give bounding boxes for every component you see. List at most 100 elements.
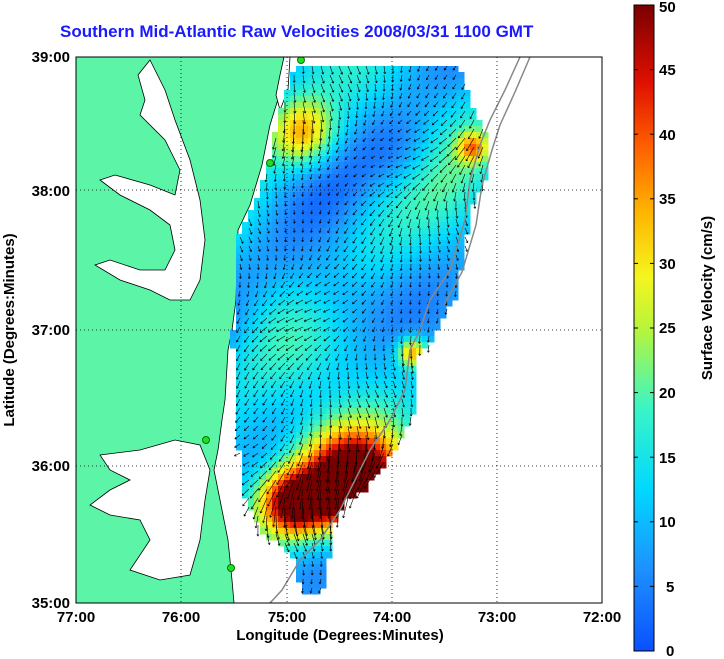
velocity-cell [326, 126, 333, 133]
velocity-cell [422, 192, 429, 199]
velocity-arrow [292, 245, 296, 252]
velocity-cell [368, 468, 375, 475]
velocity-cell [404, 312, 411, 319]
velocity-cell [482, 162, 489, 169]
velocity-cell [290, 204, 297, 211]
velocity-cell [332, 228, 339, 235]
velocity-cell [338, 144, 345, 151]
velocity-cell [302, 270, 309, 277]
velocity-cell [422, 294, 429, 301]
velocity-cell [242, 228, 249, 235]
velocity-cell [392, 294, 399, 301]
velocity-cell [362, 138, 369, 145]
velocity-cell [326, 498, 333, 505]
velocity-cell [428, 336, 435, 343]
velocity-cell [248, 240, 255, 247]
velocity-cell [476, 120, 483, 127]
velocity-cell [278, 180, 285, 187]
velocity-cell [380, 66, 387, 73]
velocity-cell [314, 180, 321, 187]
velocity-cell [260, 528, 267, 535]
velocity-arrow [325, 470, 331, 492]
velocity-arrow [428, 254, 432, 262]
velocity-arrow [355, 110, 359, 119]
velocity-cell [290, 180, 297, 187]
velocity-cell [416, 168, 423, 175]
velocity-cell [350, 180, 357, 187]
velocity-cell [242, 288, 249, 295]
velocity-cell [392, 246, 399, 253]
velocity-arrow [318, 218, 322, 224]
velocity-cell [440, 240, 447, 247]
velocity-cell [260, 510, 267, 517]
velocity-cell [278, 396, 285, 403]
velocity-cell [248, 264, 255, 271]
velocity-cell [374, 402, 381, 409]
velocity-cell [350, 462, 357, 469]
velocity-cell [326, 102, 333, 109]
velocity-cell [278, 486, 285, 493]
velocity-cell [368, 288, 375, 295]
velocity-cell [374, 228, 381, 235]
velocity-cell [404, 342, 411, 349]
velocity-cell [266, 240, 273, 247]
velocity-cell [278, 528, 285, 535]
velocity-cell [392, 156, 399, 163]
velocity-arrow [451, 101, 457, 109]
velocity-arrow [414, 200, 421, 210]
velocity-cell [296, 450, 303, 457]
velocity-cell [428, 216, 435, 223]
velocity-arrow [302, 533, 308, 546]
velocity-cell [278, 462, 285, 469]
velocity-cell [356, 108, 363, 115]
velocity-arrow [364, 353, 368, 361]
velocity-arrow [250, 470, 259, 477]
velocity-cell [398, 378, 405, 385]
velocity-cell [242, 240, 249, 247]
velocity-arrow [315, 461, 322, 483]
velocity-arrow [409, 245, 413, 254]
velocity-arrow [292, 218, 296, 224]
velocity-arrow [315, 281, 322, 287]
velocity-arrow [450, 110, 457, 118]
velocity-cell [464, 132, 471, 139]
velocity-cell [410, 66, 417, 73]
velocity-cell [386, 144, 393, 151]
velocity-cell [320, 378, 327, 385]
velocity-cell [374, 312, 381, 319]
velocity-cell [362, 330, 369, 337]
velocity-cell [380, 342, 387, 349]
velocity-cell [290, 534, 297, 541]
velocity-cell [302, 534, 309, 541]
velocity-cell [410, 84, 417, 91]
velocity-cell [290, 408, 297, 415]
velocity-arrow [352, 263, 358, 270]
velocity-cell [362, 66, 369, 73]
velocity-arrow [335, 353, 340, 361]
velocity-cell [320, 72, 327, 79]
velocity-arrow [276, 479, 286, 498]
velocity-cell [302, 228, 309, 235]
velocity-arrow [253, 380, 259, 389]
velocity-cell [344, 426, 351, 433]
velocity-arrow [260, 353, 268, 361]
velocity-arrow [361, 281, 367, 288]
velocity-cell [338, 174, 345, 181]
velocity-cell [332, 132, 339, 139]
velocity-cell [272, 456, 279, 463]
velocity-arrow [304, 308, 313, 313]
velocity-cell [296, 234, 303, 241]
velocity-cell [278, 408, 285, 415]
velocity-arrow [371, 290, 376, 297]
velocity-arrow [281, 272, 286, 280]
velocity-cell [458, 126, 465, 133]
velocity-arrow [381, 110, 385, 117]
velocity-cell [314, 288, 321, 295]
velocity-cell [392, 378, 399, 385]
velocity-cell [344, 360, 351, 367]
velocity-cell [356, 318, 363, 325]
velocity-cell [320, 354, 327, 361]
velocity-cell [458, 78, 465, 85]
velocity-cell [290, 318, 297, 325]
velocity-arrow [374, 380, 379, 389]
